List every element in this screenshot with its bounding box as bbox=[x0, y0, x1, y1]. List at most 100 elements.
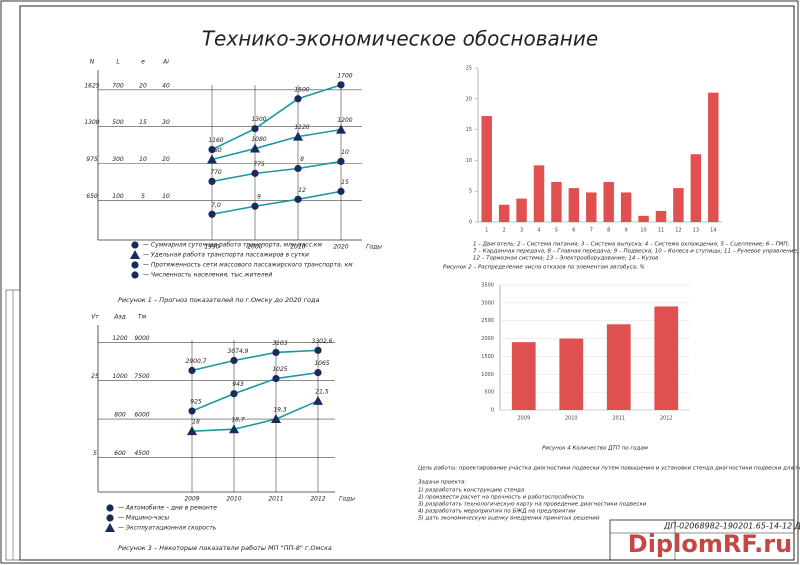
y-tick-label: 1300 bbox=[84, 119, 99, 126]
bar bbox=[551, 181, 562, 222]
data-point bbox=[188, 407, 196, 415]
series-line bbox=[191, 400, 319, 432]
x-tick-label: 2009 bbox=[184, 496, 199, 503]
y-tick-label: 600 bbox=[114, 450, 126, 457]
data-point bbox=[272, 348, 280, 357]
y-tick-label: 10 bbox=[466, 158, 472, 164]
point-label: 3302,6 bbox=[312, 338, 333, 345]
task: 2) произвести расчет на прочность и рабо… bbox=[418, 495, 584, 501]
task: 5) дать экономическую оценку внедрения п… bbox=[418, 516, 600, 522]
data-point bbox=[294, 195, 302, 203]
point-label: 18,7 bbox=[231, 417, 245, 424]
x-tick-label: 4 bbox=[537, 228, 540, 234]
point-label: 980 bbox=[210, 147, 222, 154]
point-label: 943 bbox=[232, 381, 244, 388]
bar bbox=[690, 154, 702, 222]
data-point bbox=[208, 145, 216, 154]
caption: Рисунок 1 – Прогноз показателей по г.Омс… bbox=[118, 296, 319, 304]
series-line bbox=[211, 160, 342, 183]
scale-name: L bbox=[116, 59, 119, 66]
x-tick-label: 7 bbox=[590, 228, 593, 234]
bar bbox=[481, 116, 492, 222]
bar bbox=[516, 198, 527, 222]
tasks-title: Задачи проекта: bbox=[418, 480, 466, 486]
x-tick-label: 2010 bbox=[290, 244, 305, 251]
point-label: 1500 bbox=[294, 86, 309, 93]
scale-tick-label: 6000 bbox=[134, 412, 149, 419]
point-label: 3074,9 bbox=[228, 348, 249, 355]
y-tick-label: 500 bbox=[484, 390, 494, 396]
legend-marker bbox=[106, 514, 114, 522]
y-tick-label: 15 bbox=[466, 127, 472, 133]
point-label: 1065 bbox=[314, 360, 329, 367]
point-label: 1200 bbox=[337, 117, 352, 124]
data-point bbox=[229, 424, 239, 434]
data-point bbox=[294, 95, 302, 103]
point-label: 1300 bbox=[251, 116, 266, 123]
x-tick-label: 11 bbox=[658, 228, 664, 234]
data-point bbox=[251, 202, 259, 210]
point-label: 8 bbox=[300, 156, 304, 163]
data-point bbox=[250, 143, 260, 153]
point-label: 3103 bbox=[272, 340, 287, 347]
legend-marker bbox=[105, 523, 115, 532]
y-tick-label: 20 bbox=[466, 96, 472, 102]
data-point bbox=[272, 374, 280, 383]
bar bbox=[638, 215, 649, 222]
scale-tick-label: 7500 bbox=[134, 373, 149, 380]
data-point bbox=[336, 124, 346, 134]
legend-label: — Автомобиле – дни в ремонте bbox=[118, 505, 217, 512]
legend-line: 1 – Двигатель; 2 – Система питания; 3 – … bbox=[473, 242, 790, 248]
series-line bbox=[191, 349, 319, 372]
scale-tick-label: 5 bbox=[141, 193, 145, 200]
point-label: 21,5 bbox=[315, 388, 329, 395]
caption: Рисунок 4 Количество ДТП по годам bbox=[542, 446, 648, 452]
legend-marker bbox=[131, 261, 139, 269]
point-label: 9 bbox=[257, 194, 261, 201]
data-point bbox=[251, 169, 259, 177]
y-tick-label: 1000 bbox=[112, 373, 127, 380]
bar bbox=[586, 192, 597, 222]
y-tick-label: 3500 bbox=[481, 283, 494, 289]
legend-label: — Протяженность сети массового пассажирс… bbox=[143, 262, 353, 269]
y-tick-label: 25 bbox=[466, 66, 472, 72]
data-point bbox=[313, 395, 323, 405]
x-tick-label: 2011 bbox=[268, 496, 283, 503]
scale-tick-label: 15 bbox=[139, 119, 147, 126]
caption: Рисунок 2 – Распределение числа отказов … bbox=[443, 265, 645, 271]
scale-name: Ai bbox=[162, 59, 169, 66]
bar bbox=[568, 188, 580, 222]
x-axis-label: Годы bbox=[339, 496, 355, 503]
y-scale-name: N bbox=[90, 59, 95, 66]
legend-label: — Суммарная суточная работа транспорта, … bbox=[143, 242, 322, 249]
task: 3) разработать технологическую карту на … bbox=[418, 502, 647, 508]
scale-tick-label: 10 bbox=[162, 193, 170, 200]
y-tick-label: 5 bbox=[469, 189, 472, 195]
x-tick-label: 1 bbox=[485, 228, 488, 234]
y-tick-label: 975 bbox=[86, 156, 98, 163]
data-point bbox=[230, 356, 238, 365]
y-tick-label: 1625 bbox=[84, 82, 99, 89]
point-label: 770 bbox=[210, 169, 222, 176]
y-tick-label: 3000 bbox=[481, 300, 494, 306]
data-point bbox=[230, 390, 238, 398]
x-tick-label: 2010 bbox=[226, 496, 241, 503]
series-line bbox=[211, 84, 342, 151]
point-label: 1080 bbox=[251, 136, 266, 143]
stamp-code: ДП-02068982-190201.65-14-12 Д1 bbox=[663, 522, 800, 531]
x-tick-label: 5 bbox=[555, 228, 558, 234]
y-tick-label: 1500 bbox=[481, 354, 494, 360]
bar bbox=[655, 210, 667, 222]
y-tick-label: 2500 bbox=[481, 318, 494, 324]
point-label: 19,3 bbox=[273, 407, 287, 414]
y-tick-label: 0 bbox=[491, 408, 494, 414]
x-tick-label: 2010 bbox=[565, 416, 578, 422]
point-label: 15 bbox=[341, 179, 349, 186]
point-label: 1120 bbox=[294, 124, 309, 131]
scale-tick-label: 30 bbox=[162, 119, 170, 126]
scale-tick-label: 20 bbox=[139, 82, 147, 89]
legend-marker bbox=[130, 250, 140, 259]
scale-name: e bbox=[141, 59, 145, 66]
legend-label: — Численность населения, тыс.жителей bbox=[143, 272, 272, 279]
x-tick-label: 2009 bbox=[517, 416, 530, 422]
